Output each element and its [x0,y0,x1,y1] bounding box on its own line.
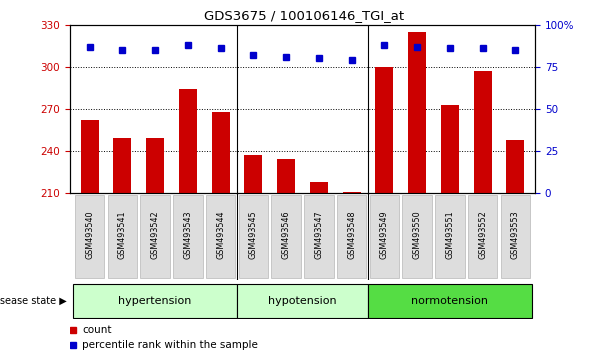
Bar [474,71,492,193]
Text: GSM493549: GSM493549 [380,210,389,259]
Bar [244,155,263,193]
Text: GSM493541: GSM493541 [118,210,127,259]
Bar [113,138,131,193]
Text: percentile rank within the sample: percentile rank within the sample [83,340,258,350]
FancyBboxPatch shape [206,195,235,278]
Text: disease state ▶: disease state ▶ [0,296,67,306]
FancyBboxPatch shape [304,195,334,278]
Text: hypertension: hypertension [119,296,192,306]
Text: count: count [83,325,112,335]
FancyBboxPatch shape [238,195,268,278]
Text: GSM493540: GSM493540 [85,210,94,259]
Bar [506,140,524,193]
Text: GSM493551: GSM493551 [446,210,454,259]
Bar [212,112,230,193]
Text: GSM493553: GSM493553 [511,210,520,259]
Bar [375,67,393,193]
Text: GSM493544: GSM493544 [216,210,225,259]
FancyBboxPatch shape [173,195,202,278]
Text: hypotension: hypotension [268,296,337,306]
Text: GSM493543: GSM493543 [184,210,192,259]
FancyBboxPatch shape [370,195,399,278]
Bar [81,120,98,193]
FancyBboxPatch shape [73,284,237,318]
Bar [277,159,295,193]
Text: GSM493546: GSM493546 [282,210,291,259]
FancyBboxPatch shape [468,195,497,278]
Bar [146,138,164,193]
FancyBboxPatch shape [402,195,432,278]
Bar [179,89,197,193]
Bar [408,32,426,193]
Text: GSM493542: GSM493542 [151,210,159,259]
FancyBboxPatch shape [271,195,301,278]
Bar [342,192,361,193]
FancyBboxPatch shape [337,195,367,278]
Text: GDS3675 / 100106146_TGI_at: GDS3675 / 100106146_TGI_at [204,9,404,22]
Text: normotension: normotension [412,296,488,306]
FancyBboxPatch shape [140,195,170,278]
Text: GSM493545: GSM493545 [249,210,258,259]
Bar [310,182,328,193]
Text: GSM493550: GSM493550 [413,210,421,259]
FancyBboxPatch shape [500,195,530,278]
FancyBboxPatch shape [237,284,368,318]
FancyBboxPatch shape [435,195,465,278]
Text: GSM493548: GSM493548 [347,210,356,259]
Text: GSM493547: GSM493547 [314,210,323,259]
FancyBboxPatch shape [75,195,105,278]
FancyBboxPatch shape [108,195,137,278]
Bar [441,105,459,193]
FancyBboxPatch shape [368,284,532,318]
Text: GSM493552: GSM493552 [478,210,487,259]
